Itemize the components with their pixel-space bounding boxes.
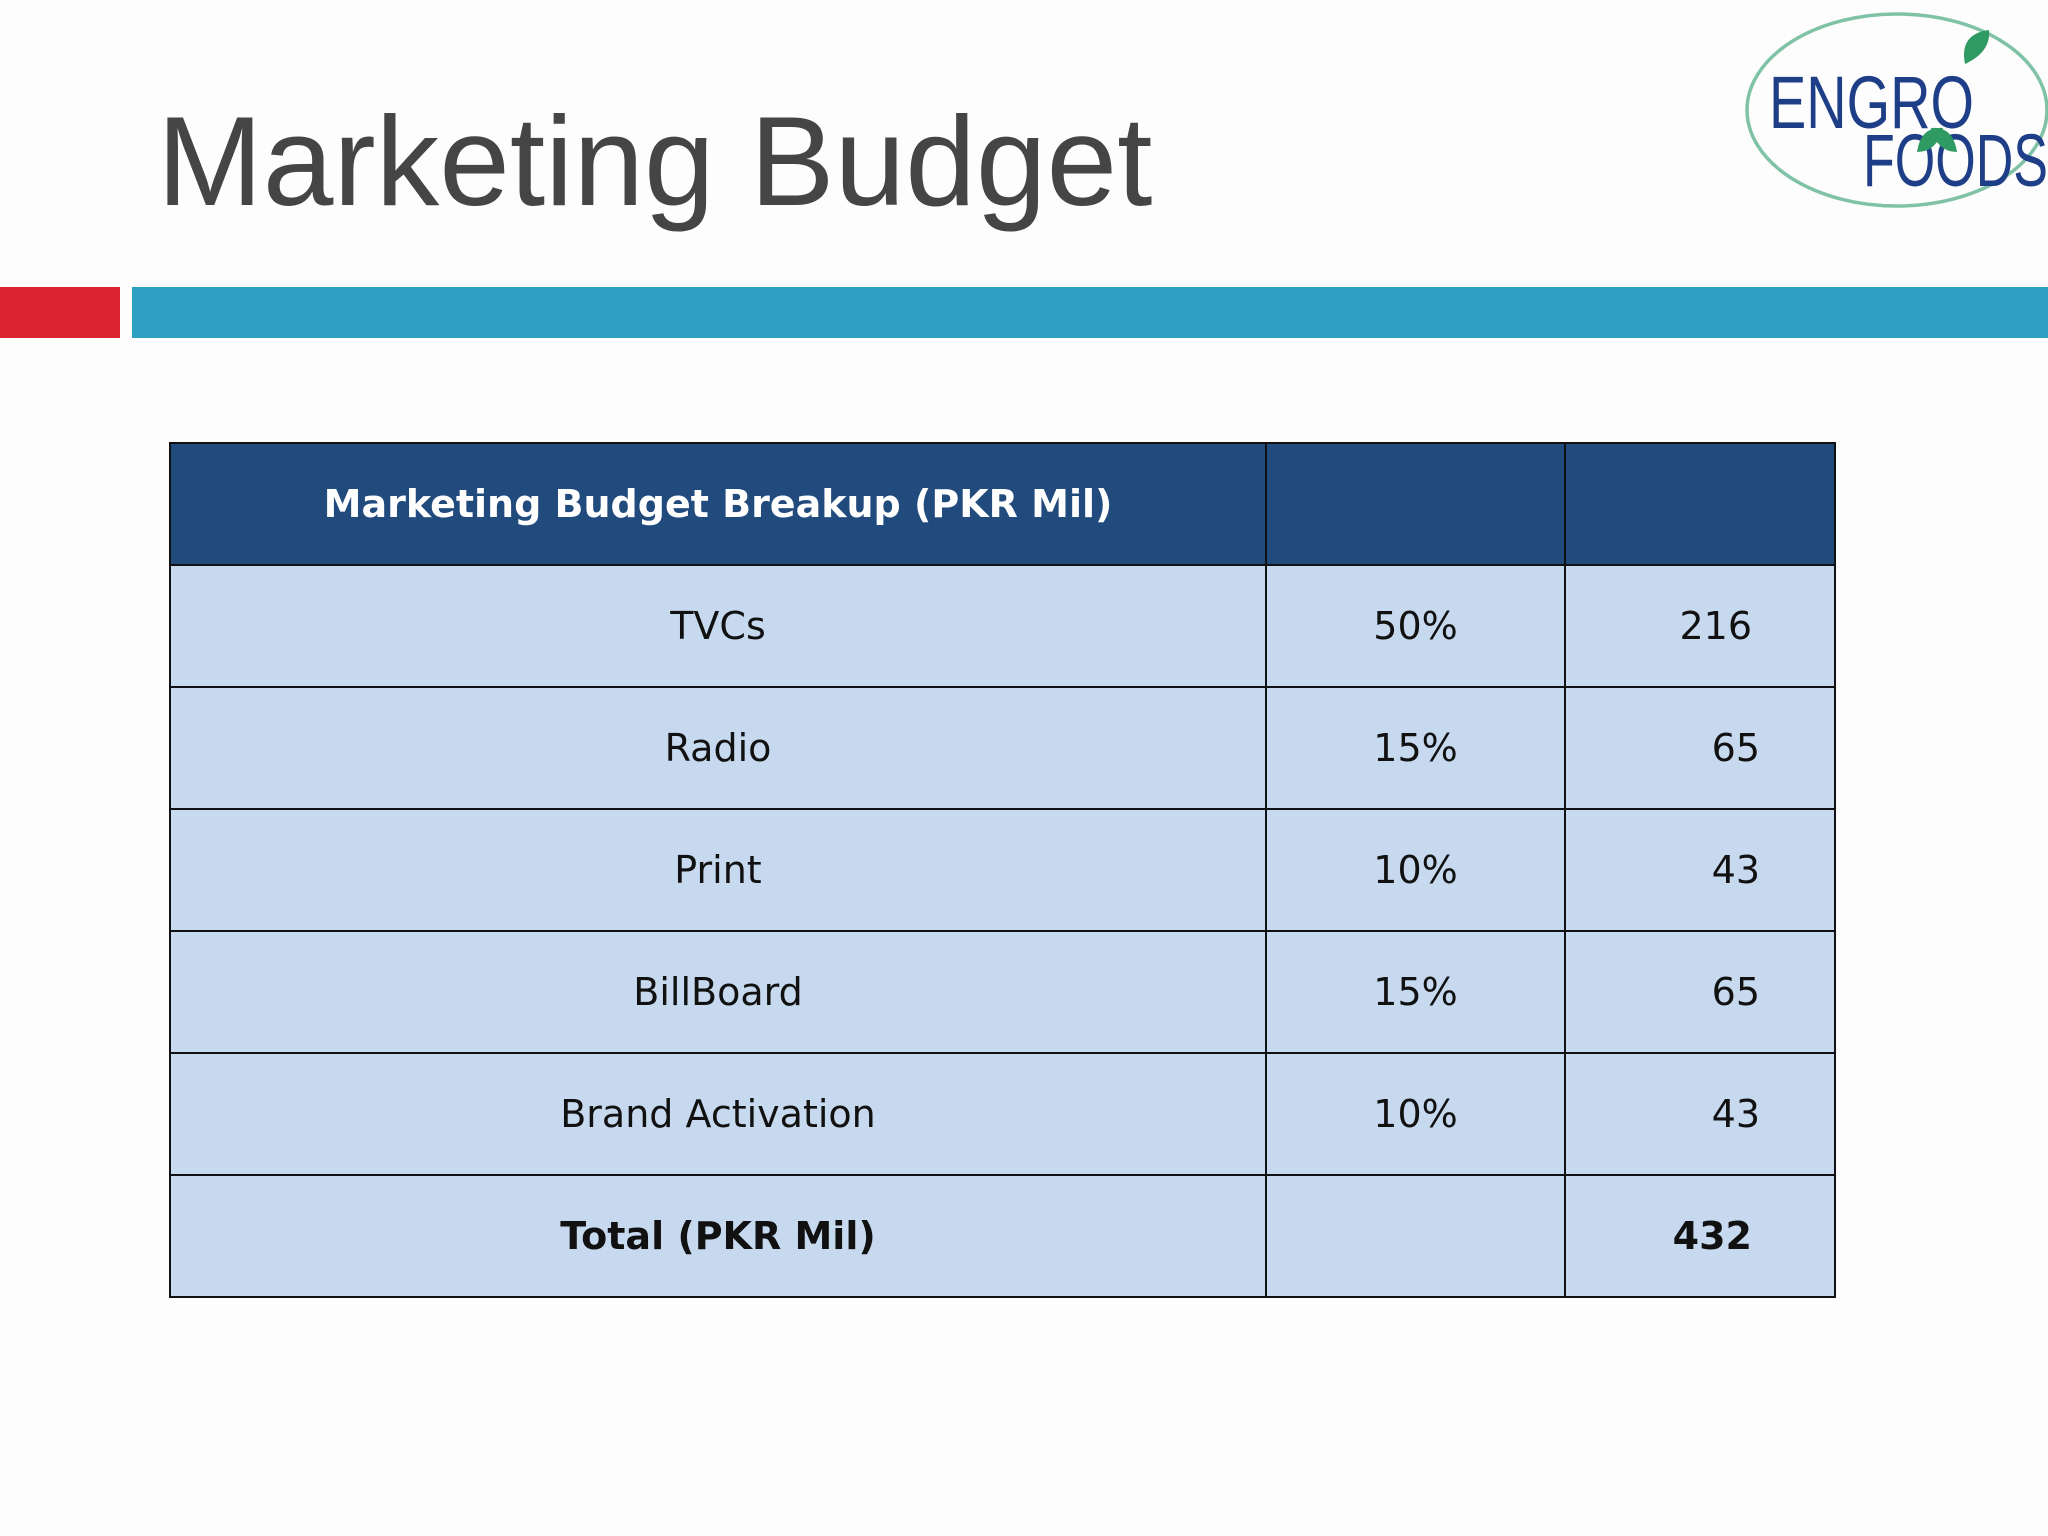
- row-amount: 43: [1564, 1052, 1836, 1176]
- total-pct: [1265, 1174, 1566, 1298]
- row-item: BillBoard: [169, 930, 1267, 1054]
- table-row: TVCs 50% 216: [169, 564, 1836, 688]
- leaf-icon: [1964, 30, 1990, 64]
- row-amount: 65: [1564, 686, 1836, 810]
- engro-foods-logo: ENGRO FOODS: [1745, 12, 2048, 208]
- row-pct: 15%: [1265, 930, 1566, 1054]
- table-header-row: Marketing Budget Breakup (PKR Mil): [169, 442, 1836, 566]
- row-pct: 50%: [1265, 564, 1566, 688]
- row-pct: 15%: [1265, 686, 1566, 810]
- leaf-icon: [1931, 127, 1957, 152]
- total-label: Total (PKR Mil): [169, 1174, 1267, 1298]
- header-amount: [1564, 442, 1836, 566]
- row-amount: 65: [1564, 930, 1836, 1054]
- table-row: BillBoard 15% 65: [169, 930, 1836, 1054]
- row-item: Print: [169, 808, 1267, 932]
- table-row: Brand Activation 10% 43: [169, 1052, 1836, 1176]
- row-amount: 43: [1564, 808, 1836, 932]
- table-total-row: Total (PKR Mil) 432: [169, 1174, 1836, 1298]
- slide-title: Marketing Budget: [157, 90, 1153, 232]
- header-pct: [1265, 442, 1566, 566]
- table-row: Radio 15% 65: [169, 686, 1836, 810]
- accent-bar-blue: [132, 287, 2048, 338]
- marketing-budget-table: Marketing Budget Breakup (PKR Mil) TVCs …: [169, 442, 1836, 1298]
- row-amount: 216: [1564, 564, 1836, 688]
- header-label: Marketing Budget Breakup (PKR Mil): [169, 442, 1267, 566]
- logo-text-foods: FOODS: [1863, 119, 2048, 202]
- row-item: Brand Activation: [169, 1052, 1267, 1176]
- table-row: Print 10% 43: [169, 808, 1836, 932]
- row-item: Radio: [169, 686, 1267, 810]
- accent-bar-red: [0, 287, 120, 338]
- row-item: TVCs: [169, 564, 1267, 688]
- total-amount: 432: [1564, 1174, 1836, 1298]
- row-pct: 10%: [1265, 1052, 1566, 1176]
- row-pct: 10%: [1265, 808, 1566, 932]
